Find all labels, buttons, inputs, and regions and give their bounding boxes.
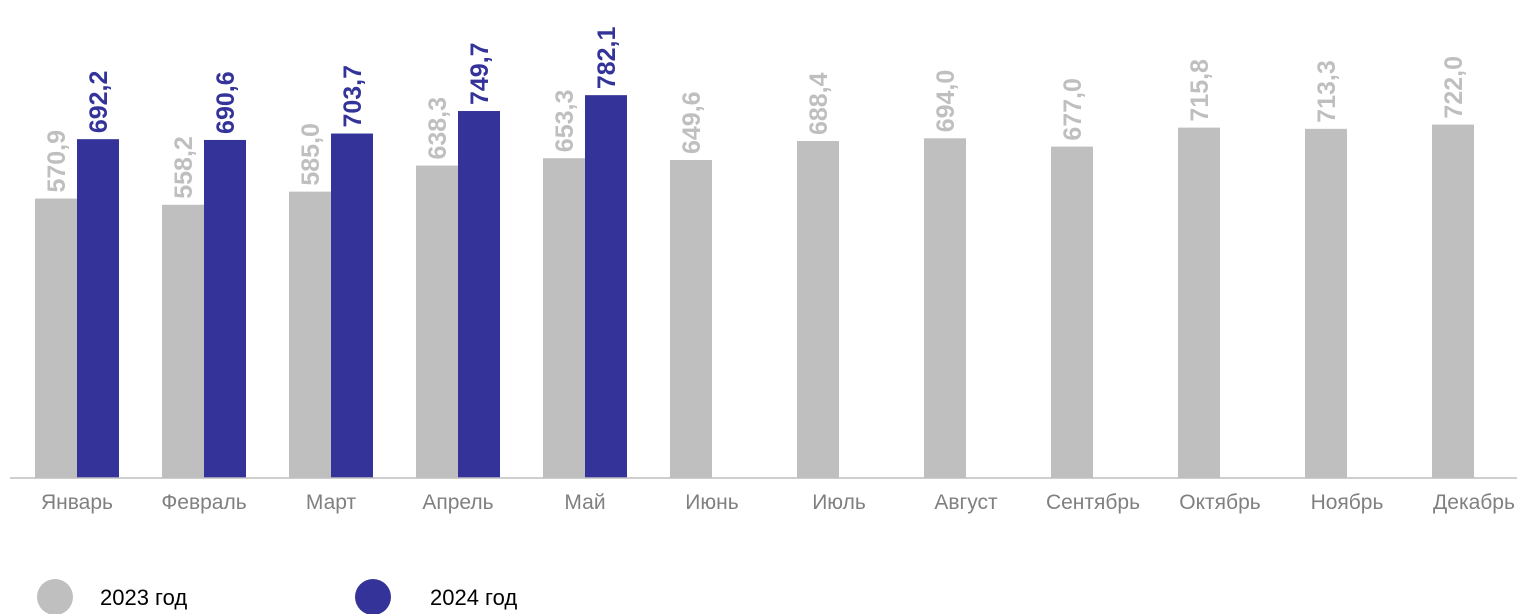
legend-marker-2023	[37, 579, 73, 614]
value-label-2024-1: 690,6	[212, 71, 240, 134]
value-label-2023-3: 638,3	[424, 97, 452, 160]
bar-2024-2	[331, 133, 373, 478]
value-labels-group: 570,9 692,2 558,2 690,6 585,0 703,7 638,3 749,7…	[43, 27, 1468, 199]
category-label-9: Октябрь	[1179, 491, 1260, 514]
value-label-2023-11: 722,0	[1440, 56, 1468, 119]
value-label-2023-0: 570,9	[43, 130, 71, 193]
category-label-0: Январь	[41, 491, 113, 514]
bar-2023-5	[670, 160, 712, 478]
value-label-2024-0: 692,2	[85, 71, 113, 134]
bar-2024-0	[77, 139, 119, 479]
legend-item-2024: 2024 год	[355, 579, 517, 614]
category-label-2: Март	[306, 491, 357, 514]
value-label-2023-2: 585,0	[297, 123, 325, 186]
category-label-7: Август	[934, 491, 998, 514]
legend: 2023 год 2024 год	[37, 579, 517, 614]
category-label-10: Ноябрь	[1311, 491, 1384, 514]
bar-2023-8	[1051, 146, 1093, 478]
category-label-1: Февраль	[161, 491, 246, 514]
bar-2023-6	[797, 141, 839, 478]
bar-2023-7	[924, 138, 966, 479]
value-label-2023-6: 688,4	[805, 72, 833, 135]
category-labels-group: Январь Февраль Март Апрель Май Июнь Июль Август…	[41, 491, 1515, 514]
bars-group	[35, 95, 1474, 479]
legend-item-2023: 2023 год	[37, 579, 187, 614]
value-label-2023-4: 653,3	[551, 90, 579, 153]
bar-2023-4	[543, 158, 585, 478]
bar-2023-11	[1432, 124, 1474, 479]
bar-2023-10	[1305, 128, 1347, 478]
bar-2023-0	[35, 198, 77, 479]
value-label-2023-1: 558,2	[170, 136, 198, 199]
value-label-2023-10: 713,3	[1313, 60, 1341, 123]
value-label-2024-4: 782,1	[593, 27, 621, 90]
value-label-2024-3: 749,7	[466, 42, 494, 105]
category-label-3: Апрель	[422, 491, 493, 514]
bar-2024-1	[204, 139, 246, 478]
bar-2023-9	[1178, 127, 1220, 478]
legend-label-2023: 2023 год	[100, 585, 187, 610]
category-label-6: Июль	[812, 491, 866, 514]
category-label-4: Май	[564, 491, 605, 514]
legend-marker-2024	[355, 579, 391, 614]
value-label-2023-7: 694,0	[932, 70, 960, 133]
category-label-11: Декабрь	[1433, 491, 1515, 514]
value-label-2023-8: 677,0	[1059, 78, 1087, 141]
bar-2023-3	[416, 165, 458, 478]
value-label-2024-2: 703,7	[339, 65, 367, 128]
category-label-5: Июнь	[685, 491, 738, 514]
value-label-2023-5: 649,6	[678, 91, 706, 154]
bar-2024-3	[458, 111, 500, 478]
category-label-8: Сентябрь	[1046, 491, 1140, 514]
bar-2023-1	[162, 204, 204, 478]
bar-2023-2	[289, 191, 331, 478]
bar-2024-4	[585, 95, 627, 478]
value-label-2023-9: 715,8	[1186, 59, 1214, 122]
legend-label-2024: 2024 год	[430, 585, 517, 610]
